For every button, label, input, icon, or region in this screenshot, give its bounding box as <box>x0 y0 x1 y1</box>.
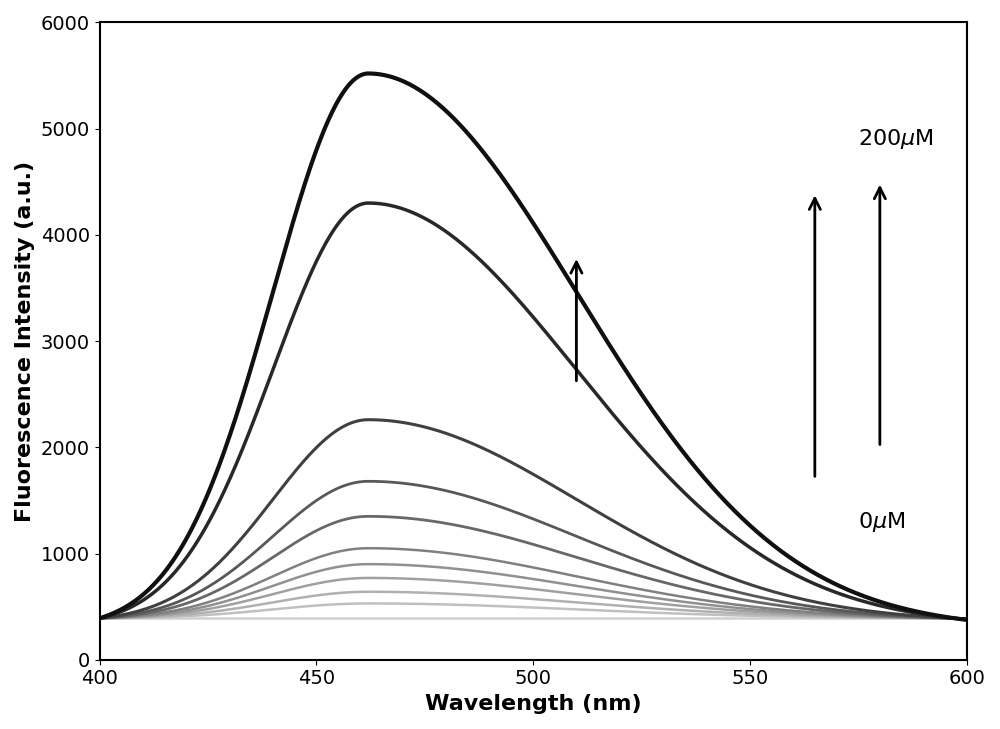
Text: 0$\mu$M: 0$\mu$M <box>858 510 905 534</box>
Text: 200$\mu$M: 200$\mu$M <box>858 128 934 152</box>
Y-axis label: Fluorescence Intensity (a.u.): Fluorescence Intensity (a.u.) <box>15 160 35 522</box>
X-axis label: Wavelength (nm): Wavelength (nm) <box>425 694 641 714</box>
